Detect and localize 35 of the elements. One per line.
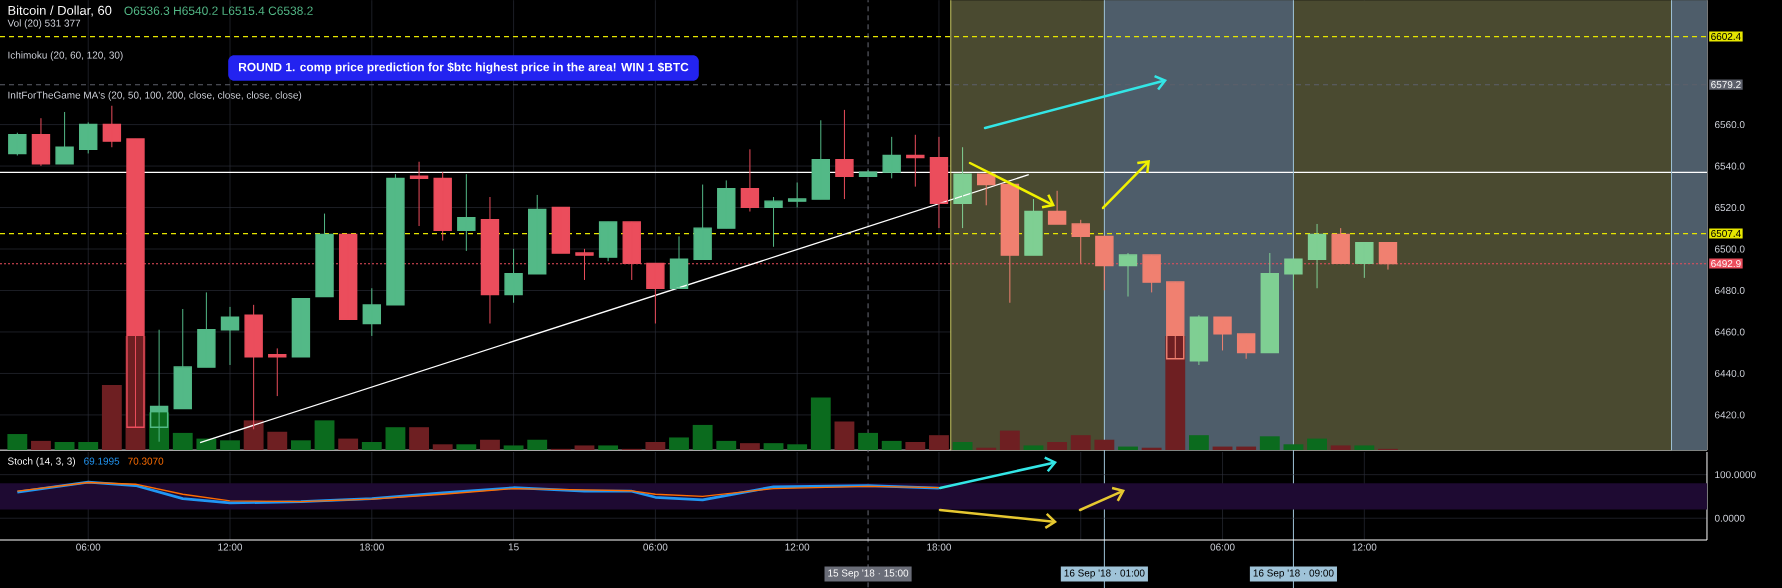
y-tick-label: 6520.0 <box>1715 204 1745 212</box>
annotation: Ichimoku (20, 60, 120, 30) <box>8 51 123 61</box>
ref-line-label: 16 Sep '18 · 09:00 <box>1253 569 1334 579</box>
chart-title: Bitcoin / Dollar, 60 <box>8 5 112 17</box>
ref-line-label: 6602.4 <box>1711 32 1741 41</box>
y-tick-label: 6540.0 <box>1715 162 1745 170</box>
x-tick-label: 06:00 <box>76 543 101 551</box>
x-tick-label: 12:00 <box>218 543 243 551</box>
y-tick-label: 100.0000 <box>1715 471 1756 479</box>
series-label: 70.3070 <box>128 457 164 465</box>
x-tick-label: 18:00 <box>360 543 384 551</box>
x-tick-label: 18:00 <box>927 543 952 551</box>
x-tick-label: 15 <box>508 543 519 551</box>
y-tick-label: 6460.0 <box>1715 328 1745 336</box>
series-label: 69.1995 <box>84 457 120 465</box>
annotation: O6536.3 H6540.2 L6515.4 C6538.2 <box>124 6 313 15</box>
annotation: Vol (20) 531 377 <box>7 19 81 29</box>
y-tick-label: 6480.0 <box>1715 286 1745 295</box>
y-tick-label: 6420.0 <box>1715 411 1745 419</box>
x-tick-label: 06:00 <box>1210 543 1235 551</box>
y-tick-label: 0.0000 <box>1714 514 1745 522</box>
ref-line-label: 6579.2 <box>1711 81 1741 89</box>
annotation: ROUND 1. comp price prediction for $btc highest price in the area! WIN 1 $BTC <box>239 62 689 74</box>
x-tick-label: 06:00 <box>643 543 668 551</box>
ref-line-label: 16 Sep '18 · 01:00 <box>1064 569 1145 579</box>
ref-line-label: 15 Sep '18 · 15:00 <box>828 569 909 579</box>
annotation: InItForTheGame MA's (20, 50, 100, 200, close, close, close, close) <box>8 91 302 101</box>
x-tick-label: 12:00 <box>1352 543 1377 551</box>
y-tick-label: 6500.0 <box>1715 245 1745 253</box>
text: Stoch (14, 3, 3) <box>7 457 76 467</box>
ref-line-label: 6507.4 <box>1711 229 1741 238</box>
x-tick-label: 12:00 <box>785 543 810 551</box>
y-tick-label: 6560.0 <box>1715 121 1745 129</box>
y-tick-label: 6440.0 <box>1715 369 1745 377</box>
ref-line-label: 6492.9 <box>1711 260 1741 268</box>
